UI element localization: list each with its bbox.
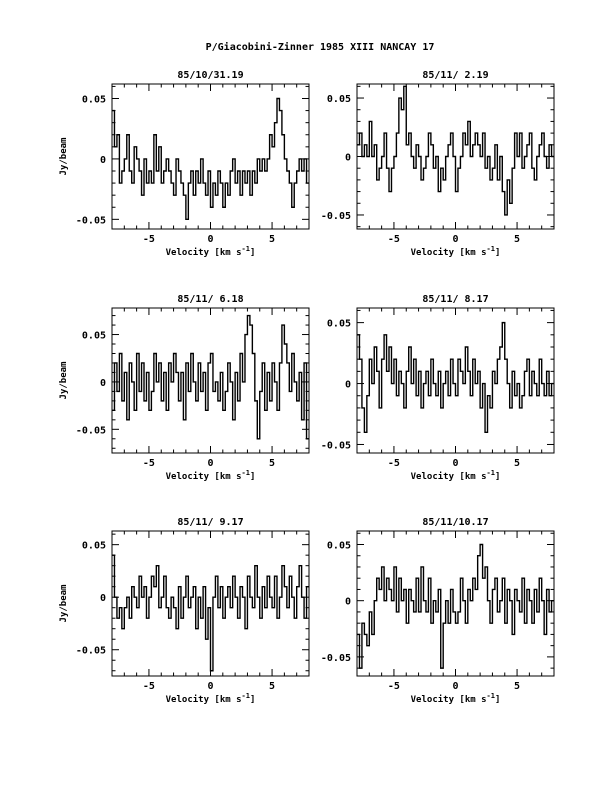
x-tick-label: -5 [143, 234, 155, 245]
spectrum-panel-2: -5 0 5 -0.05 0 0.05 85/11/ 2.19 Velocity [km s-… [321, 70, 554, 258]
y-tick-label: 0.05 [327, 94, 351, 105]
panel-title: 85/10/31.19 [177, 70, 243, 81]
y-tick-label: 0 [100, 378, 106, 389]
x-tick-label: -5 [388, 234, 400, 245]
y-tick-label: 0.05 [82, 95, 106, 106]
x-axis-label: Velocity [km s-1] [166, 692, 256, 705]
x-tick-label: 5 [514, 234, 520, 245]
x-tick-label: 5 [514, 458, 520, 469]
x-axis-label: Velocity [km s-1] [166, 245, 256, 258]
spectrum-line [112, 99, 309, 220]
x-tick-label: 0 [452, 681, 458, 692]
x-axis-label-close: ] [495, 248, 500, 258]
y-tick-label: 0.05 [327, 540, 351, 551]
y-tick-label: 0 [100, 155, 106, 166]
page-title: P/Giacobini-Zinner 1985 XIII NANCAY 17 [206, 41, 435, 53]
x-axis-label: Velocity [km s-1] [411, 245, 501, 258]
spectrum-line [112, 316, 309, 439]
x-tick-label: -5 [388, 681, 400, 692]
x-tick-label: 0 [207, 234, 213, 245]
x-axis-label-exponent: -1 [487, 469, 495, 477]
x-axis-label: Velocity [km s-1] [411, 469, 501, 482]
spectrum-panel-3: -5 0 5 -0.05 0 0.05 85/11/ 6.18 Velocity [km s-… [59, 294, 309, 482]
x-axis-label-close: ] [495, 695, 500, 705]
x-axis-label: Velocity [km s-1] [166, 469, 256, 482]
panel-title: 85/11/ 6.18 [177, 294, 243, 305]
y-tick-label: -0.05 [321, 653, 351, 664]
spectrum-panel-4: -5 0 5 -0.05 0 0.05 85/11/ 8.17 Velocity [km s-… [321, 294, 554, 482]
x-tick-label: -5 [388, 458, 400, 469]
x-tick-label: 5 [269, 458, 275, 469]
x-axis-label-close: ] [250, 472, 255, 482]
y-axis-label: Jy/beam [59, 584, 69, 623]
x-tick-label: 0 [452, 234, 458, 245]
x-tick-label: 5 [514, 681, 520, 692]
panel-title: 85/11/ 9.17 [177, 517, 243, 528]
x-axis-label-exponent: -1 [487, 692, 495, 700]
y-tick-label: 0.05 [82, 541, 106, 552]
x-axis-label-main: Velocity [km s [166, 471, 242, 482]
x-axis-label-exponent: -1 [242, 692, 250, 700]
y-tick-label: 0 [345, 153, 351, 164]
y-tick-label: -0.05 [76, 425, 106, 436]
x-axis-label-main: Velocity [km s [166, 694, 242, 705]
x-axis-label-main: Velocity [km s [411, 247, 487, 258]
spectrum-line [357, 544, 554, 668]
y-tick-label: 0.05 [82, 331, 106, 342]
y-tick-label: -0.05 [76, 215, 106, 226]
panel-title: 85/11/ 2.19 [422, 70, 488, 81]
x-tick-label: 0 [452, 458, 458, 469]
panel-title: 85/11/10.17 [422, 517, 488, 528]
x-axis-label-close: ] [495, 472, 500, 482]
y-tick-label: 0 [100, 593, 106, 604]
x-axis-label-main: Velocity [km s [411, 694, 487, 705]
x-tick-label: 5 [269, 681, 275, 692]
panel-title: 85/11/ 8.17 [422, 294, 488, 305]
spectrum-panel-5: -5 0 5 -0.05 0 0.05 85/11/ 9.17 Velocity [km s-… [59, 517, 309, 705]
y-tick-label: -0.05 [321, 440, 351, 451]
x-tick-label: 0 [207, 458, 213, 469]
x-axis-label-main: Velocity [km s [166, 247, 242, 258]
x-tick-label: 5 [269, 234, 275, 245]
x-tick-label: -5 [143, 681, 155, 692]
y-tick-label: 0.05 [327, 319, 351, 330]
y-tick-label: 0 [345, 597, 351, 608]
spectrum-line [112, 555, 309, 671]
y-axis-label: Jy/beam [59, 137, 69, 176]
x-axis-label-exponent: -1 [242, 469, 250, 477]
spectrum-line [357, 323, 554, 433]
x-axis-label-exponent: -1 [242, 245, 250, 253]
x-tick-label: -5 [143, 458, 155, 469]
spectrum-line [357, 86, 554, 215]
x-axis-label: Velocity [km s-1] [411, 692, 501, 705]
x-axis-label-exponent: -1 [487, 245, 495, 253]
x-tick-label: 0 [207, 681, 213, 692]
spectrum-panel-1: -5 0 5 -0.05 0 0.05 85/10/31.19 Velocity [km s-… [59, 70, 309, 258]
y-axis-label: Jy/beam [59, 361, 69, 400]
y-tick-label: -0.05 [76, 646, 106, 657]
y-tick-label: -0.05 [321, 211, 351, 222]
x-axis-label-main: Velocity [km s [411, 471, 487, 482]
x-axis-label-close: ] [250, 248, 255, 258]
x-axis-label-close: ] [250, 695, 255, 705]
y-tick-label: 0 [345, 380, 351, 391]
spectrum-panel-6: -5 0 5 -0.05 0 0.05 85/11/10.17 Velocity [km s-… [321, 517, 554, 705]
